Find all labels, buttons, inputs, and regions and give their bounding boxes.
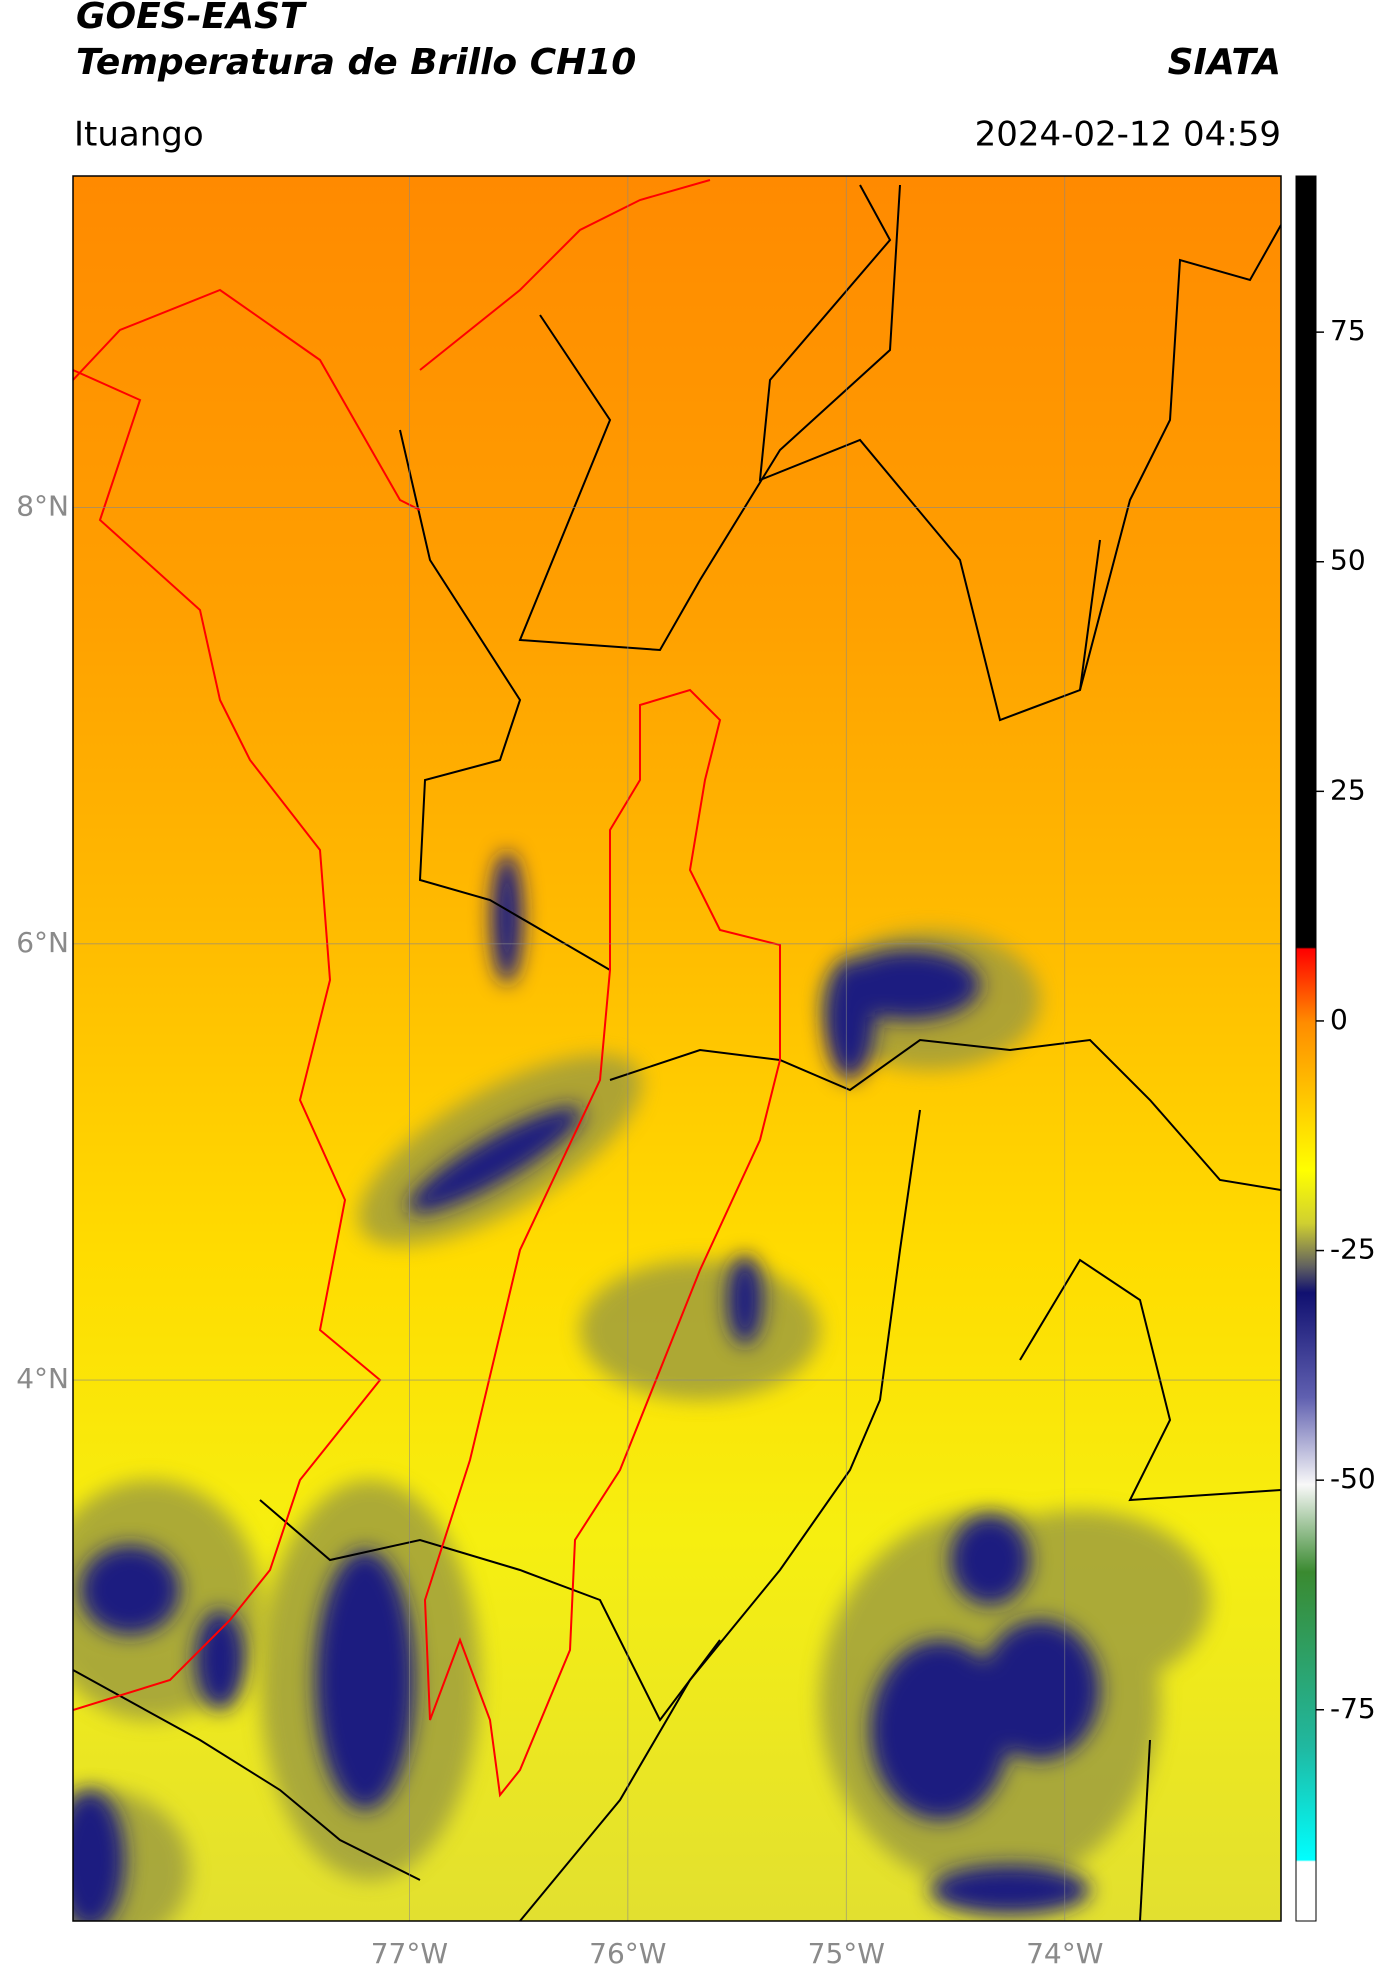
- lat-label: 6°N: [16, 926, 69, 959]
- graticule: [73, 176, 1281, 1921]
- institution: SIATA: [1168, 42, 1281, 83]
- product: Temperatura de Brillo CH10: [76, 42, 636, 83]
- colorbar-tick-label: 75: [1330, 314, 1366, 347]
- colorbar-tick-label: 50: [1330, 544, 1366, 577]
- map-frame: [72, 175, 1282, 1922]
- lon-label: 77°W: [371, 1937, 448, 1970]
- lon-label: 75°W: [808, 1937, 885, 1970]
- colorbar-tick-label: 25: [1330, 773, 1366, 806]
- lat-label: 8°N: [16, 490, 69, 523]
- imagery: [73, 176, 1281, 1921]
- lon-label: 74°W: [1026, 1937, 1103, 1970]
- region: Ituango: [74, 115, 204, 155]
- colorbar-tick-label: -25: [1330, 1233, 1376, 1266]
- datetime: 2024-02-12 04:59: [975, 115, 1281, 155]
- lon-label: 76°W: [589, 1937, 666, 1970]
- satellite: GOES-EAST: [76, 0, 307, 37]
- colorbar-tick-label: 0: [1330, 1003, 1348, 1036]
- colorbar-tick-label: -50: [1330, 1462, 1376, 1495]
- colorbar-tick-label: -75: [1330, 1692, 1376, 1725]
- lat-label: 4°N: [16, 1362, 69, 1395]
- colorbar: [1295, 175, 1317, 1922]
